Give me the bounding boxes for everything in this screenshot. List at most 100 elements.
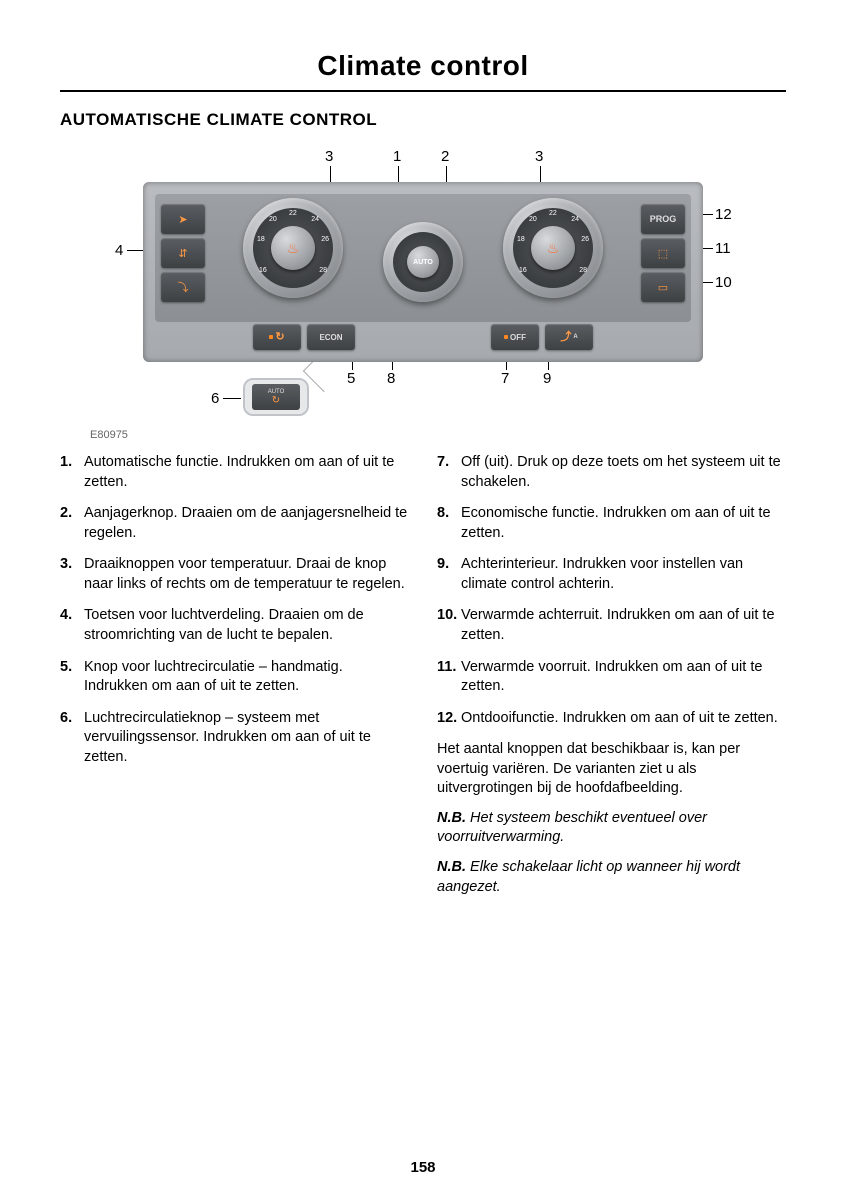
control-panel: ➤ ⇵ ⤵ PROG ⬚ ▭ 16 18 20 22 24 26 28 [143, 182, 703, 362]
page-number: 158 [0, 1159, 846, 1176]
dial-num: 24 [311, 216, 319, 223]
callout-1: 1 [393, 148, 401, 165]
dial-num: 20 [529, 216, 537, 223]
econ-label: ECON [319, 333, 342, 342]
air-mixed-icon: ⇵ [178, 247, 187, 260]
dial-num: 26 [581, 236, 589, 243]
list-item: 12.Ontdooifunctie. Indrukken om aan of u… [437, 709, 786, 729]
list-item: 4.Toetsen voor luchtverdeling. Draaien o… [60, 606, 409, 645]
list-text: Verwarmde achterruit. Indrukken om aan o… [461, 606, 786, 645]
page-title: Climate control [60, 50, 786, 82]
callout-11: 11 [715, 240, 731, 257]
recirc-auto-detail: AUTO ↻ [243, 378, 309, 416]
list-text: Verwarmde voorruit. Indrukken om aan of … [461, 658, 786, 697]
list-text: Toetsen voor luchtverdeling. Draaien om … [84, 606, 409, 645]
callout-5: 5 [347, 370, 355, 387]
prog-button[interactable]: PROG [641, 204, 685, 234]
list-number: 9. [437, 555, 461, 594]
heated-seat-icon: ♨ [547, 240, 560, 257]
air-feet-icon: ⤵ [178, 279, 189, 295]
dial-num: 16 [259, 267, 267, 274]
fan-speed-dial[interactable]: AUTO [383, 222, 463, 302]
list-number: 3. [60, 555, 84, 594]
list-text: Luchtrecirculatieknop – systeem met verv… [84, 709, 409, 768]
defrost-buttons: PROG ⬚ ▭ [641, 204, 685, 302]
air-to-face-feet-button[interactable]: ⇵ [161, 238, 205, 268]
list-item: 8.Economische functie. Indrukken om aan … [437, 504, 786, 543]
list-text: Off (uit). Druk op deze toets om het sys… [461, 453, 786, 492]
callout-4: 4 [115, 242, 123, 259]
callout-12: 12 [715, 206, 732, 223]
callout-10: 10 [715, 274, 732, 291]
list-text: Automatische functie. Indrukken om aan o… [84, 453, 409, 492]
rear-climate-button[interactable]: ⤴A [545, 324, 593, 350]
list-item: 1.Automatische functie. Indrukken om aan… [60, 453, 409, 492]
a-label: A [573, 334, 577, 340]
heated-seat-right-button[interactable]: ♨ [531, 226, 575, 270]
list-number: 5. [60, 658, 84, 697]
list-number: 1. [60, 453, 84, 492]
left-temperature-dial[interactable]: 16 18 20 22 24 26 28 ♨ [243, 198, 343, 298]
recirc-icon: ↻ [275, 332, 284, 343]
recirc-icon: ↻ [272, 396, 280, 406]
list-text: Achterinterieur. Indrukken voor instelle… [461, 555, 786, 594]
led-icon [504, 335, 508, 339]
rear-icon: ⤴ [560, 332, 571, 343]
list-number: 7. [437, 453, 461, 492]
off-button[interactable]: OFF [491, 324, 539, 350]
note-label: N.B. [437, 859, 466, 875]
bottom-left-buttons: ↻ ECON [253, 324, 355, 350]
dial-num: 28 [319, 267, 327, 274]
dial-num: 24 [571, 216, 579, 223]
callout-8: 8 [387, 370, 395, 387]
callout-3-right: 3 [535, 148, 543, 165]
list-text: Aanjagerknop. Draaien om de aanjagersnel… [84, 504, 409, 543]
list-item: 11.Verwarmde voorruit. Indrukken om aan … [437, 658, 786, 697]
callout-7: 7 [501, 370, 509, 387]
air-to-feet-button[interactable]: ⤵ [161, 272, 205, 302]
left-column: 1.Automatische functie. Indrukken om aan… [60, 453, 409, 907]
title-rule [60, 90, 786, 92]
heated-seat-icon: ♨ [287, 240, 300, 257]
dial-num: 22 [289, 210, 297, 217]
off-label: OFF [510, 333, 526, 342]
list-item: 9.Achterinterieur. Indrukken voor instel… [437, 555, 786, 594]
recirc-auto-button[interactable]: AUTO ↻ [252, 384, 300, 410]
list-text: Ontdooifunctie. Indrukken om aan of uit … [461, 709, 786, 729]
diagram-container: 3 1 2 3 4 12 11 10 5 8 7 9 6 [60, 142, 786, 427]
list-item: 7.Off (uit). Druk op deze toets om het s… [437, 453, 786, 492]
dial-num: 20 [269, 216, 277, 223]
right-temperature-dial[interactable]: 16 18 20 22 24 26 28 ♨ [503, 198, 603, 298]
list-item: 6.Luchtrecirculatieknop – systeem met ve… [60, 709, 409, 768]
description-columns: 1.Automatische functie. Indrukken om aan… [60, 453, 786, 907]
dial-num: 26 [321, 236, 329, 243]
note: N.B. Elke schakelaar licht op wanneer hi… [437, 858, 786, 897]
callout-9: 9 [543, 370, 551, 387]
auto-button[interactable]: AUTO [407, 246, 439, 278]
heated-rear-window-button[interactable]: ▭ [641, 272, 685, 302]
dial-num: 16 [519, 267, 527, 274]
list-text: Draaiknoppen voor temperatuur. Draai de … [84, 555, 409, 594]
list-text: Economische functie. Indrukken om aan of… [461, 504, 786, 543]
dial-num: 18 [517, 236, 525, 243]
list-number: 8. [437, 504, 461, 543]
right-column: 7.Off (uit). Druk op deze toets om het s… [437, 453, 786, 907]
econ-button[interactable]: ECON [307, 324, 355, 350]
list-item: 3.Draaiknoppen voor temperatuur. Draai d… [60, 555, 409, 594]
air-to-face-button[interactable]: ➤ [161, 204, 205, 234]
list-item: 2.Aanjagerknop. Draaien om de aanjagersn… [60, 504, 409, 543]
list-number: 10. [437, 606, 461, 645]
heated-windscreen-button[interactable]: ⬚ [641, 238, 685, 268]
dial-num: 28 [579, 267, 587, 274]
list-number: 12. [437, 709, 461, 729]
list-number: 4. [60, 606, 84, 645]
windscreen-icon: ⬚ [658, 247, 668, 260]
leader-6 [223, 398, 241, 399]
heated-seat-left-button[interactable]: ♨ [271, 226, 315, 270]
bottom-right-buttons: OFF ⤴A [491, 324, 593, 350]
climate-control-diagram: 3 1 2 3 4 12 11 10 5 8 7 9 6 [103, 142, 743, 422]
list-item: 5.Knop voor luchtrecirculatie – handmati… [60, 658, 409, 697]
section-heading: AUTOMATISCHE CLIMATE CONTROL [60, 110, 786, 130]
note: N.B. Het systeem beschikt eventueel over… [437, 809, 786, 848]
recirc-manual-button[interactable]: ↻ [253, 324, 301, 350]
